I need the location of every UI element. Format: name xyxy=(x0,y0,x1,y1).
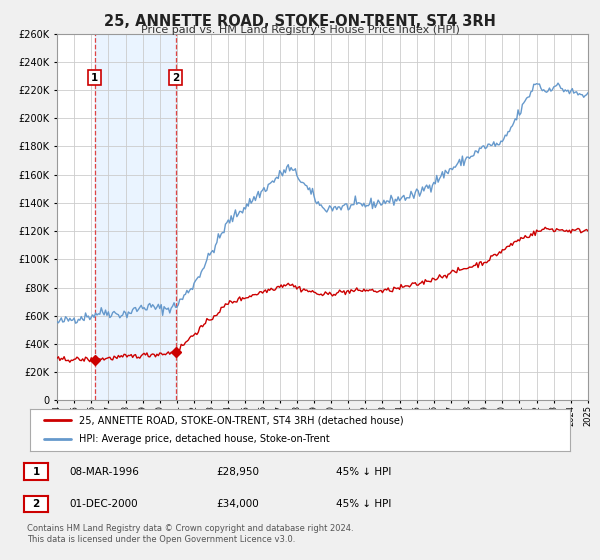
Text: £34,000: £34,000 xyxy=(216,499,259,509)
Text: 2: 2 xyxy=(32,499,40,509)
Text: 01-DEC-2000: 01-DEC-2000 xyxy=(69,499,137,509)
Text: 1: 1 xyxy=(32,466,40,477)
Text: 45% ↓ HPI: 45% ↓ HPI xyxy=(336,466,391,477)
Bar xyxy=(95,34,176,400)
Text: This data is licensed under the Open Government Licence v3.0.: This data is licensed under the Open Gov… xyxy=(27,535,295,544)
Text: 25, ANNETTE ROAD, STOKE-ON-TRENT, ST4 3RH (detached house): 25, ANNETTE ROAD, STOKE-ON-TRENT, ST4 3R… xyxy=(79,415,403,425)
Text: 1: 1 xyxy=(91,73,98,83)
Text: 45% ↓ HPI: 45% ↓ HPI xyxy=(336,499,391,509)
Text: 08-MAR-1996: 08-MAR-1996 xyxy=(69,466,139,477)
Text: 2: 2 xyxy=(172,73,179,83)
Text: Contains HM Land Registry data © Crown copyright and database right 2024.: Contains HM Land Registry data © Crown c… xyxy=(27,524,353,533)
Text: Price paid vs. HM Land Registry's House Price Index (HPI): Price paid vs. HM Land Registry's House … xyxy=(140,25,460,35)
Text: HPI: Average price, detached house, Stoke-on-Trent: HPI: Average price, detached house, Stok… xyxy=(79,435,329,445)
Text: 25, ANNETTE ROAD, STOKE-ON-TRENT, ST4 3RH: 25, ANNETTE ROAD, STOKE-ON-TRENT, ST4 3R… xyxy=(104,14,496,29)
Text: £28,950: £28,950 xyxy=(216,466,259,477)
